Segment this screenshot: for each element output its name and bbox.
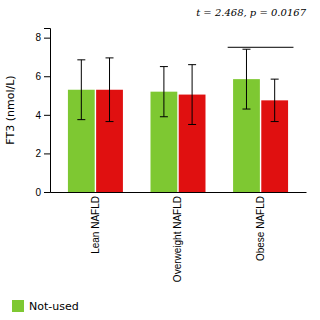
y-tick-mark bbox=[44, 38, 50, 39]
y-tick-mark bbox=[44, 153, 50, 154]
error-bar bbox=[271, 79, 279, 121]
x-tick: Obese NAFLD bbox=[255, 192, 266, 261]
legend-swatch bbox=[12, 300, 24, 312]
x-axis: Lean NAFLD Overweight NAFLD Obese NAFLD bbox=[51, 192, 307, 282]
y-tick: 0 bbox=[35, 187, 50, 198]
chart: 0 2 4 6 8 Lean NAFLD Overweight NAFLD Obese NAF… bbox=[0, 0, 320, 320]
y-tick-mark bbox=[44, 115, 50, 116]
x-tick-label: Overweight NAFLD bbox=[172, 196, 183, 282]
significance-bracket bbox=[228, 47, 294, 48]
y-axis-line bbox=[44, 29, 51, 193]
y-tick-label: 6 bbox=[35, 71, 41, 82]
error-bar bbox=[188, 65, 196, 125]
x-tick-label: Lean NAFLD bbox=[90, 196, 101, 254]
y-tick-label: 8 bbox=[35, 32, 41, 43]
y-tick-label: 0 bbox=[35, 187, 41, 198]
y-tick: 2 bbox=[35, 148, 50, 159]
y-tick-mark bbox=[44, 76, 50, 77]
legend-label: Not-used bbox=[29, 300, 79, 313]
y-tick: 8 bbox=[35, 32, 50, 43]
y-tick-label: 4 bbox=[35, 110, 41, 121]
annotation: t = 2.468, p = 0.0167 bbox=[196, 7, 307, 18]
error-bar bbox=[106, 58, 114, 122]
x-tick: Overweight NAFLD bbox=[172, 192, 183, 282]
error-bars bbox=[77, 49, 250, 119]
y-tick-label: 2 bbox=[35, 148, 41, 159]
error-bar bbox=[77, 60, 85, 120]
y-tick-mark bbox=[44, 192, 50, 193]
error-bar bbox=[242, 49, 250, 109]
x-tick: Lean NAFLD bbox=[90, 192, 101, 254]
marks bbox=[68, 47, 294, 192]
x-tick-label: Obese NAFLD bbox=[255, 196, 266, 261]
error-bars bbox=[106, 58, 279, 125]
legend: Not-used bbox=[12, 300, 79, 313]
x-axis-line bbox=[51, 192, 307, 193]
error-bar bbox=[160, 67, 168, 117]
y-axis: 0 2 4 6 8 bbox=[35, 29, 50, 198]
y-axis-title: FT3 (nmol/L) bbox=[4, 75, 17, 144]
plot: 0 2 4 6 8 Lean NAFLD Overweight NAFLD Obese NAF… bbox=[4, 29, 307, 283]
legend-item: Not-used bbox=[12, 300, 79, 313]
y-tick: 4 bbox=[35, 110, 50, 121]
y-tick: 6 bbox=[35, 71, 50, 82]
